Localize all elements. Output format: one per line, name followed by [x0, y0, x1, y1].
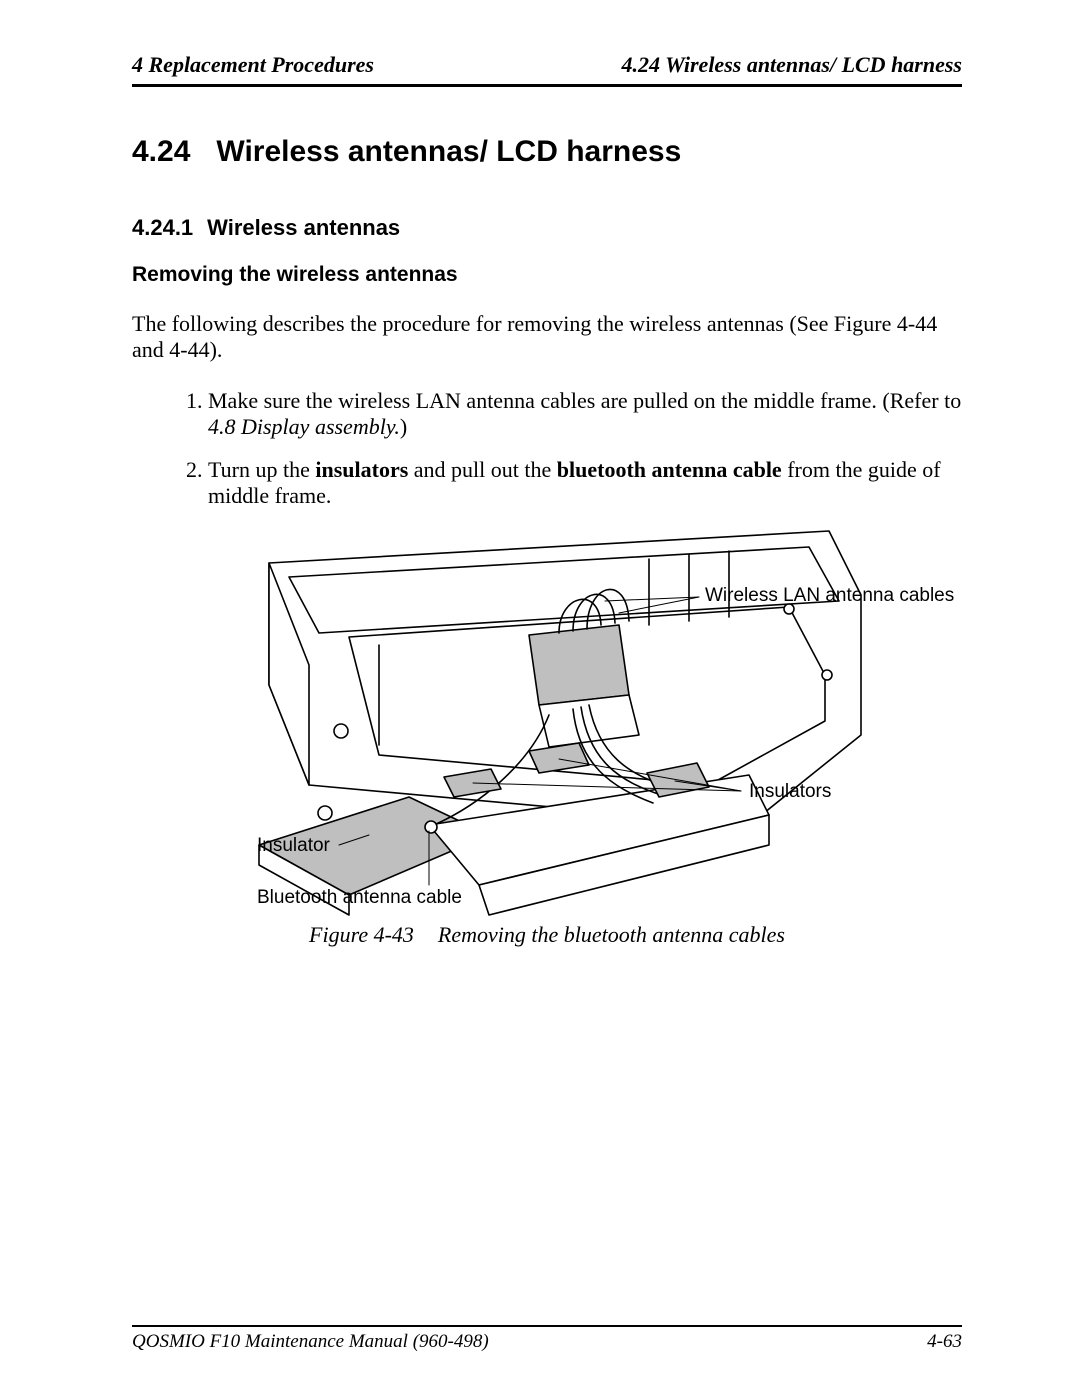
- step-2-text-a: Turn up the: [208, 457, 315, 482]
- figure-caption: Figure 4-43 Removing the bluetooth antenn…: [229, 922, 865, 948]
- step-1-ref: 4.8 Display assembly.: [208, 414, 400, 439]
- step-2: Turn up the insulators and pull out the …: [208, 457, 962, 510]
- step-1-text-b: ): [400, 414, 407, 439]
- step-list: Make sure the wireless LAN antenna cable…: [132, 388, 962, 510]
- figure-4-43: Wireless LAN antenna cables Insulators I…: [229, 525, 865, 948]
- figure-drawing: Wireless LAN antenna cables Insulators I…: [229, 525, 865, 918]
- intro-paragraph: The following describes the procedure fo…: [132, 311, 962, 364]
- step-1: Make sure the wireless LAN antenna cable…: [208, 388, 962, 441]
- running-header: 4 Replacement Procedures 4.24 Wireless a…: [132, 52, 962, 87]
- callout-insulators: Insulators: [749, 781, 831, 803]
- footer-right: 4-63: [927, 1331, 962, 1353]
- step-2-bold-2: bluetooth antenna cable: [557, 457, 782, 482]
- section-number: 4.24: [132, 135, 190, 168]
- page: 4 Replacement Procedures 4.24 Wireless a…: [0, 0, 1080, 1397]
- section-text: Wireless antennas/ LCD harness: [216, 135, 681, 168]
- figure-caption-text: Removing the bluetooth antenna cables: [438, 922, 785, 947]
- procedure-heading: Removing the wireless antennas: [132, 263, 962, 287]
- footer-left: QOSMIO F10 Maintenance Manual (960-498): [132, 1331, 489, 1353]
- running-footer: QOSMIO F10 Maintenance Manual (960-498) …: [132, 1325, 962, 1353]
- section-title: 4.24 Wireless antennas/ LCD harness: [132, 135, 962, 169]
- step-1-text-a: Make sure the wireless LAN antenna cable…: [208, 388, 961, 413]
- callout-wlan-cables: Wireless LAN antenna cables: [705, 585, 954, 607]
- callout-bluetooth-cable: Bluetooth antenna cable: [257, 887, 462, 909]
- figure-caption-number: Figure 4-43: [309, 922, 414, 947]
- subsection-number: 4.24.1: [132, 215, 193, 240]
- step-2-bold-1: insulators: [315, 457, 408, 482]
- subsection-heading: 4.24.1 Wireless antennas: [132, 215, 962, 241]
- callout-insulator: Insulator: [257, 835, 330, 857]
- header-right: 4.24 Wireless antennas/ LCD harness: [622, 52, 962, 78]
- subsection-text: Wireless antennas: [207, 215, 400, 240]
- header-left: 4 Replacement Procedures: [132, 52, 374, 78]
- step-2-text-b: and pull out the: [408, 457, 556, 482]
